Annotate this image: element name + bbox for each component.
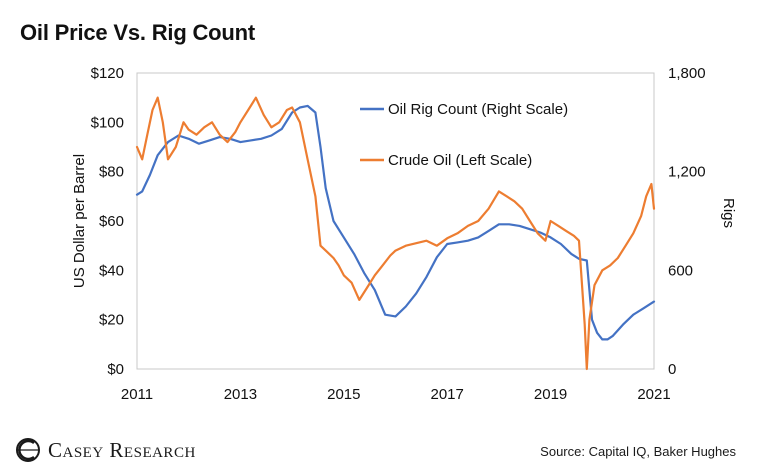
y2-tick-label: 1,800 — [668, 65, 706, 82]
x-tick-label: 2017 — [431, 386, 464, 403]
plot-frame — [136, 72, 655, 370]
y-axis-title: US Dollar per Barrel — [71, 154, 88, 288]
logo-text: Casey Research — [48, 437, 196, 462]
y-tick-label: $80 — [99, 164, 124, 181]
x-axis: 2011 2013 2015 2017 2019 2021 — [121, 386, 671, 403]
legend-label: Oil Rig Count (Right Scale) — [388, 101, 568, 118]
source-note: Source: Capital IQ, Baker Hughes — [540, 444, 736, 459]
chart-title: Oil Price Vs. Rig Count — [20, 20, 255, 45]
casey-research-logo: Casey Research — [14, 436, 196, 464]
x-tick-label: 2011 — [121, 386, 153, 403]
y-tick-label: $40 — [99, 262, 124, 279]
y-tick-label: $0 — [107, 361, 124, 378]
x-tick-label: 2015 — [327, 386, 360, 403]
y2-tick-label: 600 — [668, 262, 693, 279]
y-tick-label: $60 — [99, 213, 124, 230]
legend-label: Crude Oil (Left Scale) — [388, 152, 532, 169]
series-layer — [135, 96, 656, 371]
x-tick-label: 2013 — [224, 386, 257, 403]
casey-logo-icon — [16, 438, 40, 462]
rig-count-line — [135, 104, 656, 341]
legend: Oil Rig Count (Right Scale) Crude Oil (Le… — [360, 101, 568, 169]
y-tick-label: $120 — [91, 65, 124, 82]
crude-oil-line — [135, 96, 656, 371]
right-axis: 0 600 1,200 1,800 — [668, 65, 706, 378]
y2-tick-label: 0 — [668, 361, 676, 378]
x-tick-label: 2021 — [637, 386, 670, 403]
y-tick-label: $100 — [91, 114, 124, 131]
y-tick-label: $20 — [99, 312, 124, 329]
left-axis: $0 $20 $40 $60 $80 $100 $120 — [91, 65, 124, 378]
y2-tick-label: 1,200 — [668, 164, 706, 181]
x-tick-label: 2019 — [534, 386, 567, 403]
y2-axis-title: Rigs — [720, 198, 737, 228]
